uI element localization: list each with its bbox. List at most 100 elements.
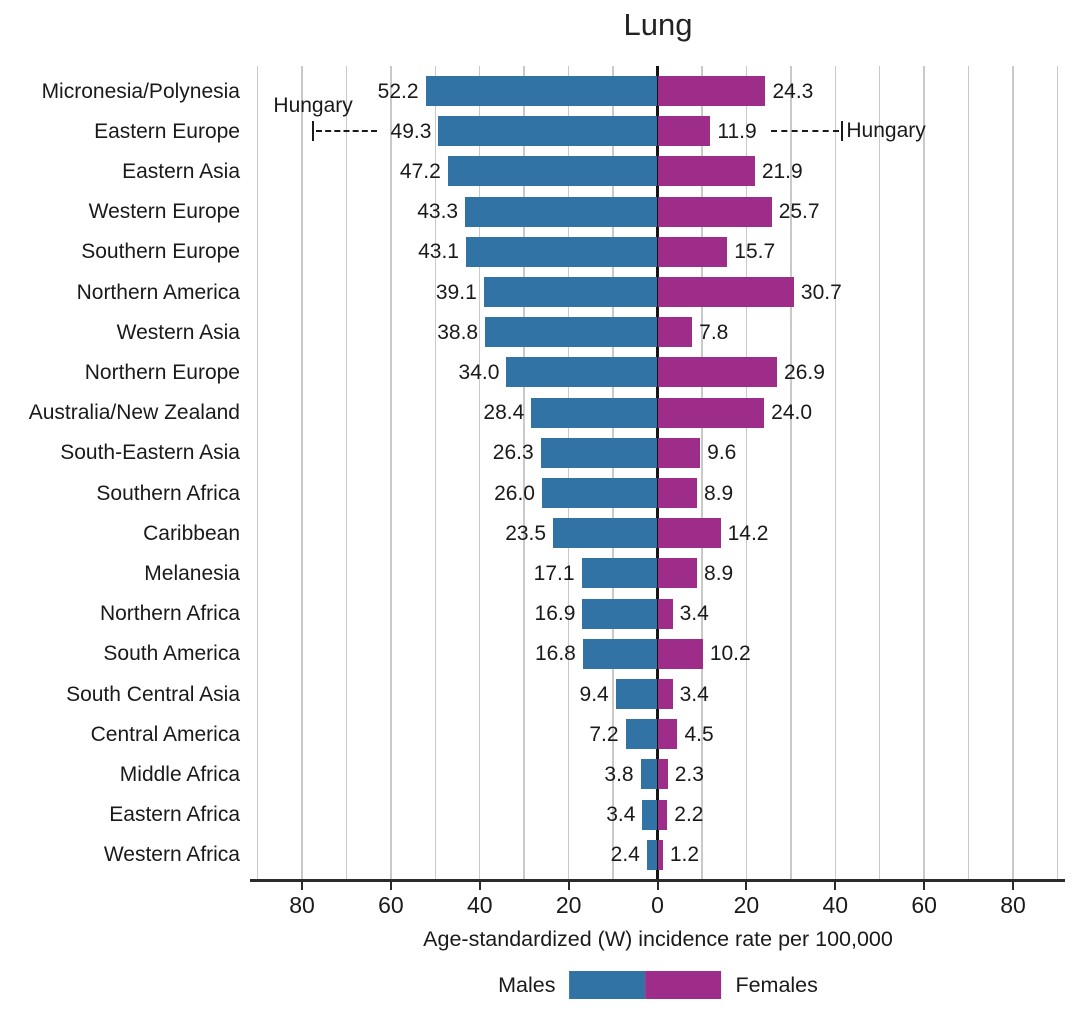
female-bar xyxy=(657,598,673,629)
female-bar xyxy=(657,317,693,348)
female-bar xyxy=(657,839,663,870)
male-bar xyxy=(465,236,658,267)
category-label: South Central Asia xyxy=(66,682,240,706)
female-bar xyxy=(657,277,794,307)
gridline xyxy=(345,66,348,880)
female-bar xyxy=(657,759,668,790)
axis-tick xyxy=(745,881,748,890)
female-value-label: 21.9 xyxy=(761,159,803,183)
male-bar xyxy=(425,76,658,106)
male-value-label: 39.1 xyxy=(435,280,477,304)
male-bar xyxy=(581,558,658,589)
gridline xyxy=(478,66,481,880)
category-label: Southern Europe xyxy=(81,240,240,264)
legend-label-males: Males xyxy=(498,973,556,997)
male-value-label: 2.4 xyxy=(610,843,640,867)
category-label: Caribbean xyxy=(143,521,240,545)
axis-tick-label: 20 xyxy=(733,892,760,918)
female-value-label: 10.2 xyxy=(709,642,751,666)
female-value-label: 26.9 xyxy=(784,360,825,384)
legend-swatch-females xyxy=(645,971,722,999)
female-value-label: 30.7 xyxy=(800,280,842,304)
male-bar xyxy=(506,357,658,388)
category-label: Australia/New Zealand xyxy=(28,401,240,425)
axis-tick-label: 0 xyxy=(651,892,664,918)
female-value-label: 9.6 xyxy=(707,441,737,465)
female-value-label: 25.7 xyxy=(778,200,820,224)
category-label: Western Africa xyxy=(103,843,240,867)
annotation-dash xyxy=(316,130,378,133)
gridline xyxy=(256,66,259,880)
annotation-tick xyxy=(312,121,315,142)
category-label: Micronesia/Polynesia xyxy=(41,79,240,103)
gridline xyxy=(1056,66,1059,880)
male-bar xyxy=(640,759,658,790)
category-label: Central America xyxy=(90,722,240,746)
female-value-label: 14.2 xyxy=(727,521,769,545)
zero-baseline xyxy=(656,66,659,880)
female-bar xyxy=(657,437,701,468)
male-value-label: 43.1 xyxy=(418,240,459,264)
category-label: South America xyxy=(103,642,240,666)
female-bar xyxy=(657,76,766,106)
male-value-label: 34.0 xyxy=(458,360,500,384)
gridline xyxy=(967,66,970,880)
gridline xyxy=(612,66,614,880)
female-value-label: 3.4 xyxy=(679,602,709,626)
axis-tick xyxy=(478,881,481,890)
female-value-label: 4.5 xyxy=(684,722,714,746)
female-bar xyxy=(657,156,755,187)
male-value-label: 49.3 xyxy=(390,119,432,143)
gridline xyxy=(834,66,836,880)
male-bar xyxy=(541,478,658,508)
category-label: Western Asia xyxy=(116,320,240,344)
male-bar xyxy=(553,518,658,549)
male-value-label: 3.8 xyxy=(604,762,634,786)
gridline xyxy=(790,66,792,880)
female-bar xyxy=(657,638,703,669)
gridline xyxy=(301,66,303,880)
male-value-label: 26.3 xyxy=(492,441,534,465)
male-bar xyxy=(615,679,658,709)
female-value-label: 11.9 xyxy=(717,119,757,143)
male-bar xyxy=(540,437,658,468)
x-axis-line xyxy=(250,879,1065,882)
male-value-label: 9.4 xyxy=(579,682,609,706)
male-value-label: 3.4 xyxy=(606,803,636,827)
male-bar xyxy=(438,116,658,147)
male-bar xyxy=(531,397,658,428)
female-value-label: 2.3 xyxy=(674,762,704,786)
axis-tick xyxy=(567,881,570,890)
annotation-country-label: Hungary xyxy=(846,119,926,143)
male-bar xyxy=(625,719,658,750)
female-bar xyxy=(657,719,678,750)
female-value-label: 1.2 xyxy=(669,843,700,867)
legend-swatch-males xyxy=(569,971,646,999)
gridline xyxy=(523,66,525,880)
male-value-label: 23.5 xyxy=(505,521,547,545)
category-label: Eastern Asia xyxy=(122,159,240,183)
axis-tick-label: 40 xyxy=(822,892,849,918)
female-value-label: 8.9 xyxy=(704,561,734,585)
female-bar xyxy=(657,196,772,227)
gridline xyxy=(878,66,881,880)
axis-tick-label: 60 xyxy=(911,892,937,918)
female-bar xyxy=(657,478,698,508)
gridline xyxy=(745,66,748,880)
axis-tick xyxy=(656,881,659,890)
male-bar xyxy=(485,317,658,348)
annotation-country-label: Hungary xyxy=(273,94,353,118)
annotation-dash xyxy=(771,130,840,133)
female-bar xyxy=(657,518,721,549)
category-label: Northern Europe xyxy=(84,360,240,384)
female-value-label: 24.0 xyxy=(771,401,813,425)
female-bar xyxy=(657,558,698,589)
gridline xyxy=(701,66,703,880)
chart-title: Lung xyxy=(623,7,693,42)
female-bar xyxy=(657,236,728,267)
female-bar xyxy=(657,357,778,388)
male-value-label: 28.4 xyxy=(483,401,525,425)
male-bar xyxy=(447,156,658,187)
axis-tick xyxy=(923,881,926,890)
